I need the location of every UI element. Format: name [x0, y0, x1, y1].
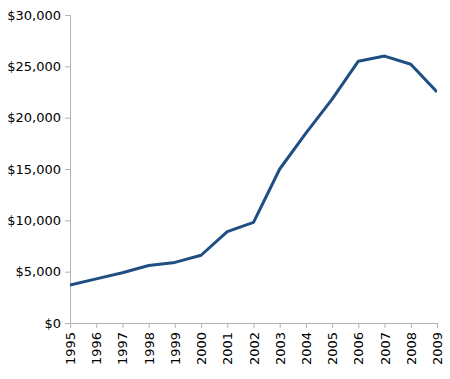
x-tick-label: 2003: [273, 332, 288, 365]
chart: $0 $5,000 $10,000 $15,000 $20,000 $25,000 $30,…: [0, 0, 450, 379]
x-tick-label: 1998: [142, 332, 157, 365]
x-tick-mark: [175, 323, 176, 328]
x-tick: 2003: [273, 323, 288, 365]
y-tick: $20,000: [7, 110, 70, 125]
x-tick-label: 2009: [430, 332, 445, 365]
line: [70, 56, 437, 285]
x-tick-mark: [306, 323, 307, 328]
y-tick-mark: [65, 169, 70, 170]
x-tick-mark: [280, 323, 281, 328]
x-tick-mark: [122, 323, 123, 328]
y-axis: $0 $5,000 $10,000 $15,000 $20,000 $25,000 $30,…: [7, 8, 70, 331]
x-tick-mark: [227, 323, 228, 328]
y-tick-mark: [65, 272, 70, 273]
y-tick-mark: [65, 220, 70, 221]
x-tick: 1999: [168, 323, 183, 365]
x-tick: 1997: [115, 323, 130, 365]
y-tick: $25,000: [7, 59, 70, 74]
y-tick: $0: [44, 316, 70, 331]
x-tick: 2004: [299, 323, 314, 365]
x-tick: 2002: [247, 323, 262, 365]
x-tick-mark: [411, 323, 412, 328]
y-tick-mark: [65, 15, 70, 16]
y-tick: $5,000: [16, 264, 71, 279]
x-tick-label: 2004: [299, 332, 314, 365]
x-tick-label: 2006: [351, 332, 366, 365]
x-tick-label: 1997: [115, 332, 130, 365]
y-tick-label: $20,000: [7, 110, 61, 125]
y-tick-mark: [65, 66, 70, 67]
y-tick-label: $5,000: [16, 264, 62, 279]
x-tick-mark: [201, 323, 202, 328]
x-tick-label: 2000: [194, 332, 209, 365]
x-tick: 1998: [142, 323, 157, 365]
x-axis: 1995 1996 1997 1998 1999 2000 2001 2002 2003 2004…: [63, 323, 445, 365]
y-tick: $10,000: [7, 213, 70, 228]
x-tick-mark: [149, 323, 150, 328]
x-tick-mark: [332, 323, 333, 328]
x-tick-mark: [385, 323, 386, 328]
plot: $0 $5,000 $10,000 $15,000 $20,000 $25,000 $30,…: [7, 8, 445, 365]
x-tick: 2007: [378, 323, 393, 365]
x-tick-label: 1996: [89, 332, 104, 365]
x-tick: 2001: [220, 323, 235, 365]
x-tick-mark: [70, 323, 71, 328]
x-tick: 2005: [325, 323, 340, 365]
x-tick-label: 2002: [247, 332, 262, 365]
x-tick-label: 1995: [63, 332, 78, 365]
x-tick-mark: [96, 323, 97, 328]
y-tick: $30,000: [7, 8, 70, 23]
y-tick-label: $10,000: [7, 213, 61, 228]
x-tick: 1995: [63, 323, 78, 365]
y-tick-label: $30,000: [7, 8, 61, 23]
x-tick-label: 2001: [220, 332, 235, 365]
y-tick-mark: [65, 323, 70, 324]
x-tick-label: 2005: [325, 332, 340, 365]
x-tick: 2008: [404, 323, 419, 365]
x-tick-label: 2007: [378, 332, 393, 365]
x-tick-mark: [358, 323, 359, 328]
x-tick: 2009: [430, 323, 445, 365]
y-axis-line: [65, 16, 71, 324]
x-tick-label: 1999: [168, 332, 183, 365]
y-tick-label: $15,000: [7, 162, 61, 177]
x-tick-mark: [437, 323, 438, 328]
x-tick: 2000: [194, 323, 209, 365]
y-tick-label: $25,000: [7, 59, 61, 74]
x-tick-mark: [254, 323, 255, 328]
y-tick-mark: [65, 118, 70, 119]
y-tick: $15,000: [7, 162, 70, 177]
x-tick-label: 2008: [404, 332, 419, 365]
x-tick: 1996: [89, 323, 104, 365]
x-axis-line: [71, 324, 438, 329]
x-tick: 2006: [351, 323, 366, 365]
series: [70, 56, 437, 285]
y-tick-label: $0: [44, 316, 61, 331]
